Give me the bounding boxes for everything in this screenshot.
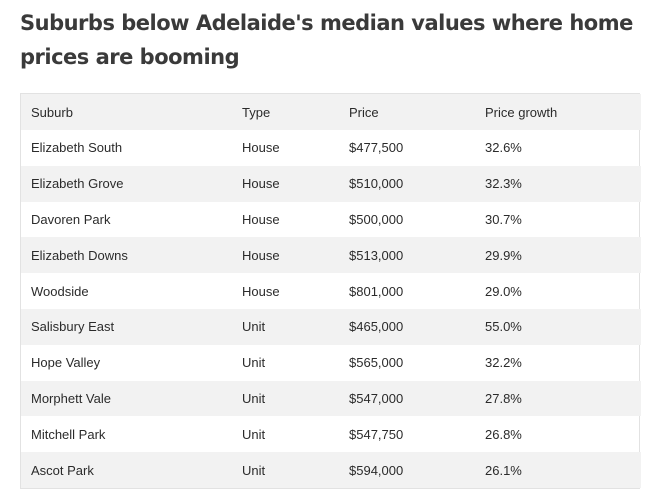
cell-suburb: Elizabeth South [31, 140, 123, 156]
cell-price: $547,750 [349, 426, 404, 442]
cell-type: House [232, 165, 339, 202]
cell-type: Unit [232, 380, 339, 417]
cell-suburb: Woodside [31, 283, 89, 299]
table-row: Davoren Park House $500,000 30.7% [21, 202, 641, 238]
cell-price-growth: 29.0% [485, 283, 522, 299]
cell-price: $594,000 [339, 452, 475, 488]
cell-price-growth: 32.6% [485, 140, 522, 156]
cell-type: House [242, 283, 280, 299]
cell-type: Unit [242, 426, 266, 442]
cell-price: $477,500 [349, 140, 404, 156]
cell-suburb: Morphett Vale [21, 380, 232, 417]
cell-suburb: Salisbury East [21, 308, 232, 345]
cell-price-growth: 30.7% [485, 211, 522, 227]
cell-suburb: Hope Valley [31, 355, 101, 371]
table-row: Elizabeth Grove House $510,000 32.3% [21, 165, 641, 202]
header-suburb: Suburb [21, 94, 232, 130]
header-price: Price [339, 94, 475, 130]
cell-price: $465,000 [339, 308, 475, 345]
cell-suburb: Ascot Park [21, 452, 232, 488]
cell-price-growth: 27.8% [475, 380, 641, 417]
table-row: Mitchell Park Unit $547,750 26.8% [21, 416, 641, 452]
cell-price: $547,000 [339, 380, 475, 417]
header-price-growth: Price growth [475, 94, 641, 130]
table-row: Woodside House $801,000 29.0% [21, 273, 641, 309]
cell-price: $565,000 [349, 355, 404, 371]
cell-suburb: Elizabeth Grove [21, 165, 232, 202]
table-row: Hope Valley Unit $565,000 32.2% [21, 345, 641, 381]
table-header-row: Suburb Type Price Price growth [21, 94, 641, 130]
cell-price: $513,000 [339, 237, 475, 274]
table-row: Elizabeth Downs House $513,000 29.9% [21, 237, 641, 274]
table-row: Ascot Park Unit $594,000 26.1% [21, 452, 641, 488]
header-type: Type [232, 94, 339, 130]
cell-suburb: Elizabeth Downs [21, 237, 232, 274]
cell-price-growth: 26.8% [485, 426, 522, 442]
table-row: Elizabeth South House $477,500 32.6% [21, 130, 641, 166]
cell-price-growth: 26.1% [475, 452, 641, 488]
cell-suburb: Davoren Park [31, 211, 111, 227]
cell-type: House [242, 140, 280, 156]
cell-price: $500,000 [349, 211, 404, 227]
cell-type: Unit [242, 355, 266, 371]
cell-price: $801,000 [349, 283, 404, 299]
cell-type: House [242, 211, 280, 227]
cell-type: Unit [232, 452, 339, 488]
cell-suburb: Mitchell Park [31, 426, 106, 442]
cell-price-growth: 32.3% [475, 165, 641, 202]
table-row: Salisbury East Unit $465,000 55.0% [21, 308, 641, 345]
cell-price-growth: 32.2% [485, 355, 522, 371]
cell-price-growth: 29.9% [475, 237, 641, 274]
table-row: Morphett Vale Unit $547,000 27.8% [21, 380, 641, 417]
cell-price: $510,000 [339, 165, 475, 202]
data-table: Suburb Type Price Price growth Elizabeth… [21, 94, 641, 488]
cell-type: Unit [232, 308, 339, 345]
cell-type: House [232, 237, 339, 274]
cell-price-growth: 55.0% [475, 308, 641, 345]
article-title: Suburbs below Adelaide's median values w… [20, 11, 633, 69]
price-growth-table: Suburb Type Price Price growth Elizabeth… [20, 93, 641, 489]
